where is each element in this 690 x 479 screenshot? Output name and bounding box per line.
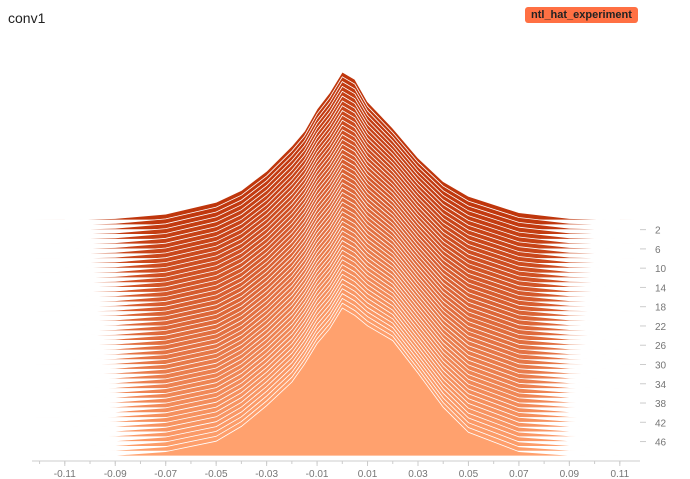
step-tick: 30 xyxy=(640,360,667,371)
x-tick-label: -0.05 xyxy=(205,469,228,479)
histogram-slices xyxy=(31,71,641,457)
step-tick: 6 xyxy=(640,245,661,256)
x-tick-label: -0.11 xyxy=(54,469,76,479)
x-tick: 0.05 xyxy=(459,461,479,479)
x-tick-label: -0.09 xyxy=(104,469,127,479)
step-tick-label: 2 xyxy=(655,226,661,237)
x-tick-label: 0.03 xyxy=(408,469,428,479)
step-tick: 26 xyxy=(640,341,667,352)
step-tick: 22 xyxy=(640,322,667,333)
x-tick: 0.01 xyxy=(358,461,378,479)
chart-title: conv1 xyxy=(8,10,46,26)
step-tick-label: 14 xyxy=(655,283,667,294)
step-tick: 38 xyxy=(640,399,667,410)
step-tick-label: 10 xyxy=(655,264,667,275)
step-tick: 42 xyxy=(640,418,667,429)
step-tick-label: 34 xyxy=(655,380,667,391)
x-tick-label: 0.05 xyxy=(459,469,479,479)
x-tick: 0.09 xyxy=(560,461,580,479)
x-tick: -0.07 xyxy=(154,461,178,479)
x-tick: 0.03 xyxy=(408,461,428,479)
value-axis: -0.11 -0.09 -0.07 -0.05 -0.03 -0.01 0.01 0.03 0.… xyxy=(32,460,640,479)
x-tick-label: 0.01 xyxy=(358,469,378,479)
step-tick-label: 18 xyxy=(655,303,667,314)
x-tick-label: 0.11 xyxy=(610,469,629,479)
step-tick: 10 xyxy=(640,264,667,275)
step-tick-label: 30 xyxy=(655,360,667,371)
x-tick: -0.11 xyxy=(54,461,76,479)
step-tick: 34 xyxy=(640,380,667,391)
histogram-slice xyxy=(32,307,640,457)
step-tick-label: 6 xyxy=(655,245,661,256)
step-tick-label: 42 xyxy=(655,418,667,429)
x-tick-label: 0.09 xyxy=(560,469,580,479)
x-tick: 0.11 xyxy=(610,461,630,479)
step-tick-label: 46 xyxy=(655,438,667,449)
x-tick: -0.01 xyxy=(306,461,329,479)
step-tick: 2 xyxy=(640,226,661,237)
step-tick: 18 xyxy=(640,303,667,314)
step-tick-label: 22 xyxy=(655,322,667,333)
x-tick-label: -0.01 xyxy=(306,469,329,479)
x-tick-label: -0.07 xyxy=(154,469,177,479)
x-tick: -0.03 xyxy=(255,461,278,479)
x-tick-label: -0.03 xyxy=(255,469,278,479)
x-tick: 0.07 xyxy=(509,461,529,479)
step-tick: 46 xyxy=(640,438,667,449)
step-tick-label: 26 xyxy=(655,341,667,352)
x-tick-label: 0.07 xyxy=(509,469,529,479)
step-tick-label: 38 xyxy=(655,399,667,410)
x-tick: -0.09 xyxy=(104,461,127,479)
step-tick: 14 xyxy=(640,283,667,294)
run-badge[interactable]: ntl_hat_experiment xyxy=(525,7,638,23)
x-tick: -0.05 xyxy=(205,461,228,479)
